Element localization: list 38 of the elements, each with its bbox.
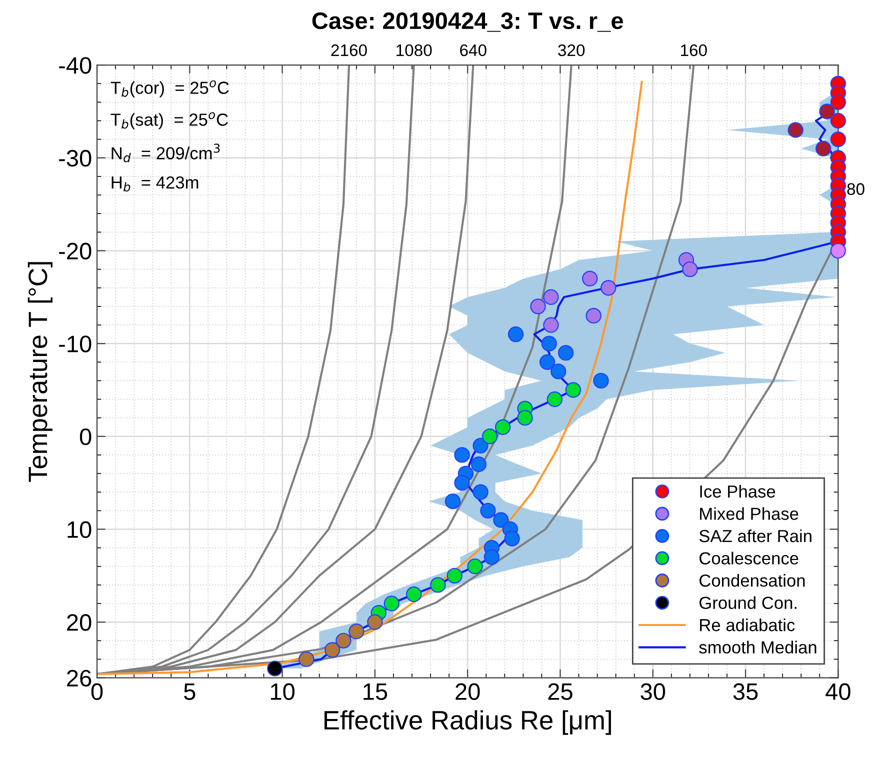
annotation: 320: [558, 44, 585, 56]
x-tick-label: 30: [640, 683, 666, 700]
legend-label: Ice Phase: [700, 484, 776, 498]
y-axis-title: Temperature T [°C]: [28, 262, 52, 482]
annotation: T$_{b}$(cor) = 25$^{o}$C: [110, 80, 229, 98]
annotation: 80: [847, 183, 864, 195]
annotation: 640: [460, 44, 486, 56]
annotation: 1080: [396, 44, 432, 56]
x-tick-label: 25: [548, 683, 572, 700]
y-tick-label: -10: [59, 336, 92, 352]
annotation: 160: [681, 44, 707, 56]
legend-label: Mixed Phase: [700, 507, 798, 520]
x-tick-label: 0: [91, 683, 103, 700]
y-tick-label: 20: [67, 614, 92, 631]
annotation: N$_{d}$ = 209/cm$^{3}$: [112, 144, 220, 162]
legend-label: Coalescence: [700, 552, 798, 564]
legend-label: Re adiabatic: [700, 618, 795, 632]
x-tick-label: 10: [270, 683, 295, 700]
x-tick-label: 5: [184, 684, 196, 700]
x-tick-label: 15: [364, 684, 388, 700]
annotation: H$_{b}$ = 423m: [112, 176, 198, 192]
x-tick-label: 20: [456, 683, 480, 700]
y-tick-label: 26: [67, 670, 92, 687]
legend-label: Ground Con.: [700, 596, 796, 610]
x-tick-label: 40: [826, 683, 850, 700]
y-tick-label: -40: [59, 57, 92, 74]
chart-title: Case: 20190424_3: T vs. r_e: [312, 12, 624, 32]
legend-label: SAZ after Rain: [699, 529, 812, 542]
legend-label: smooth Median: [699, 640, 816, 654]
y-tick-label: -20: [59, 242, 92, 260]
y-tick-label: 0: [80, 428, 92, 446]
legend-label: Condensation: [700, 574, 805, 587]
annotation: T$_{b}$(sat) = 25$^{o}$C: [110, 112, 228, 130]
x-tick-label: 35: [733, 683, 758, 700]
y-tick-label: -30: [59, 150, 92, 167]
annotation: 2160: [331, 44, 367, 56]
y-tick-label: 10: [68, 521, 92, 538]
x-axis-title: Effective Radius Re [μm]: [324, 710, 611, 735]
